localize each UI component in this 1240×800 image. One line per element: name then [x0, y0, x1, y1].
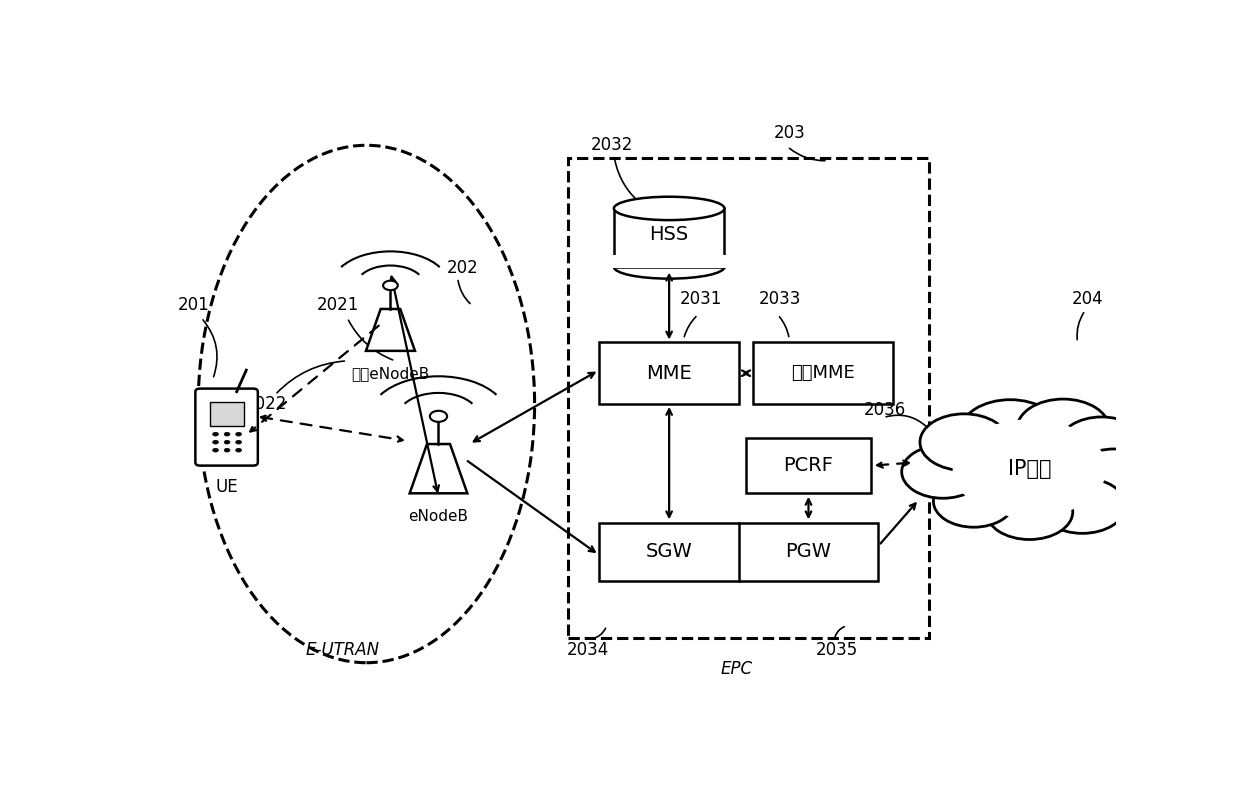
Text: MME: MME: [646, 364, 692, 382]
Circle shape: [236, 440, 242, 444]
Circle shape: [213, 448, 218, 452]
Circle shape: [934, 475, 1014, 527]
Circle shape: [1074, 449, 1154, 501]
Bar: [210, 402, 244, 426]
Bar: [613, 255, 727, 267]
Bar: [568, 158, 929, 638]
Circle shape: [1039, 478, 1126, 534]
Text: eNodeB: eNodeB: [408, 509, 469, 524]
Text: UE: UE: [216, 478, 238, 496]
Polygon shape: [366, 309, 415, 351]
Text: IP业务: IP业务: [1008, 458, 1052, 478]
Circle shape: [236, 432, 242, 436]
Text: 其它MME: 其它MME: [791, 364, 854, 382]
Ellipse shape: [198, 146, 534, 662]
Text: 其它eNodeB: 其它eNodeB: [351, 366, 429, 381]
Circle shape: [1059, 417, 1143, 471]
Text: SGW: SGW: [646, 542, 692, 562]
Text: EPC: EPC: [720, 660, 753, 678]
Text: 202: 202: [446, 259, 479, 278]
Bar: [599, 522, 878, 581]
Text: 2022: 2022: [244, 395, 286, 413]
Circle shape: [236, 448, 242, 452]
Text: 2032: 2032: [590, 136, 632, 154]
Text: 2036: 2036: [864, 401, 906, 419]
Circle shape: [920, 414, 1008, 470]
FancyBboxPatch shape: [196, 389, 258, 466]
Text: HSS: HSS: [650, 225, 688, 244]
Polygon shape: [409, 444, 467, 494]
Text: 2034: 2034: [567, 642, 609, 659]
Text: 2031: 2031: [680, 290, 722, 308]
Circle shape: [383, 281, 398, 290]
Circle shape: [1017, 399, 1110, 458]
Circle shape: [224, 448, 229, 452]
Circle shape: [213, 432, 218, 436]
Circle shape: [224, 440, 229, 444]
Circle shape: [213, 440, 218, 444]
Text: 2035: 2035: [816, 642, 858, 659]
Text: 2021: 2021: [316, 297, 358, 314]
Text: E-UTRAN: E-UTRAN: [305, 642, 379, 659]
Circle shape: [901, 446, 985, 498]
Circle shape: [960, 400, 1060, 464]
Text: PGW: PGW: [785, 542, 832, 562]
Circle shape: [952, 419, 1106, 518]
Ellipse shape: [614, 197, 724, 220]
Bar: [599, 342, 739, 404]
Bar: [746, 438, 870, 494]
Text: 204: 204: [1071, 290, 1104, 308]
Circle shape: [430, 410, 448, 422]
Bar: [753, 342, 893, 404]
Circle shape: [224, 432, 229, 436]
Ellipse shape: [614, 255, 724, 278]
Text: PCRF: PCRF: [784, 456, 833, 475]
Circle shape: [986, 484, 1073, 539]
Bar: [614, 209, 724, 267]
Text: 201: 201: [177, 297, 210, 314]
Text: 203: 203: [774, 124, 805, 142]
Text: 2033: 2033: [759, 290, 801, 308]
